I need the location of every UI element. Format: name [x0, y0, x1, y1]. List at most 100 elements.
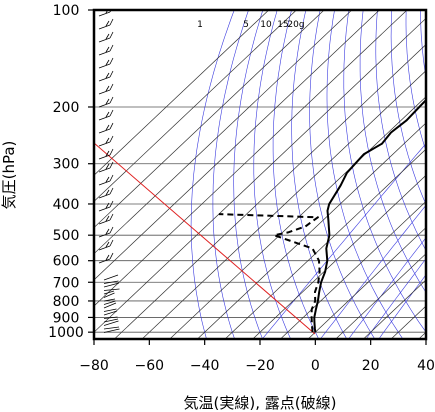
mixing-ratio-line [320, 204, 426, 339]
wind-barb [103, 282, 120, 288]
wind-barb [103, 280, 119, 284]
wind-barb [98, 213, 114, 225]
dry-adiabat [420, 10, 426, 80]
wind-barb [98, 109, 114, 121]
y-tick-label: 100 [53, 3, 80, 19]
x-tick-label: −60 [135, 358, 165, 374]
x-tick-label: 0 [311, 358, 320, 374]
isotherm [224, 148, 426, 339]
reference-red-line [94, 142, 316, 335]
x-tick-label: −80 [79, 358, 109, 374]
x-tick-label: 40 [417, 358, 435, 374]
mixing-ratio-label: 5 [243, 20, 249, 30]
dry-adiabat [390, 10, 426, 206]
isotherm [94, 10, 353, 255]
mixing-ratio-label: 20g [287, 20, 304, 30]
dry-adiabat [253, 10, 291, 339]
mixing-ratio-label: 1 [197, 20, 203, 30]
wind-barb [98, 31, 114, 43]
isotherm [280, 200, 426, 339]
wind-barb [103, 326, 120, 330]
isotherm [94, 10, 270, 176]
mixing-ratio-line [348, 237, 426, 339]
wind-barb [98, 148, 114, 160]
wind-barb [98, 44, 114, 56]
y-tick-label: 500 [53, 228, 80, 244]
reference-line [94, 142, 316, 335]
y-tick-label: 1000 [48, 325, 84, 341]
dry-adiabat [375, 10, 426, 252]
dry-adiabats [190, 10, 426, 339]
wind-barb [103, 288, 120, 291]
isotherm [94, 17, 426, 333]
wind-barb [103, 298, 116, 302]
y-tick-label: 600 [53, 254, 80, 270]
wind-barb [103, 328, 120, 333]
isotherm [94, 10, 297, 202]
wind-barb [103, 290, 115, 295]
dry-adiabat [309, 10, 376, 339]
isotherm [141, 70, 426, 339]
dewpoint-line [218, 213, 321, 333]
wind-barb [98, 239, 114, 251]
isotherm [169, 96, 426, 339]
isotherm [94, 10, 325, 229]
isotherm [335, 253, 426, 339]
dry-adiabat [343, 10, 426, 333]
wind-barb [103, 308, 117, 312]
mixing-ratio-label: 15 [277, 20, 288, 30]
y-axis-title: 気圧(hPa) [0, 141, 18, 210]
x-tick-label: −40 [190, 358, 220, 374]
y-tick-label: 800 [53, 294, 80, 310]
wind-barb [98, 161, 114, 173]
y-tick-label: 700 [53, 275, 80, 291]
isotherm [307, 227, 426, 339]
mixing-ratio-label: 10 [260, 20, 272, 30]
wind-barb [98, 57, 114, 69]
wind-barb [98, 187, 114, 199]
wind-barb [103, 300, 116, 305]
mixing-ratio-line [378, 274, 426, 339]
dry-adiabat [359, 10, 426, 294]
wind-barbs [98, 10, 120, 333]
wind-barb [103, 318, 119, 323]
mixing-ratio-line [365, 258, 426, 339]
x-axis-ticks: −80 −60 −40 −20 0 20 40 [79, 339, 435, 374]
wind-barb [98, 200, 114, 212]
isotherm [94, 10, 380, 281]
profile-series [218, 98, 426, 333]
isotherm [390, 305, 426, 339]
dry-adiabat [326, 10, 404, 339]
dry-adiabat [405, 10, 426, 153]
wind-barb [98, 70, 114, 82]
y-tick-label: 200 [53, 100, 80, 116]
y-tick-label: 400 [53, 197, 80, 213]
dry-adiabat [212, 10, 249, 339]
dry-adiabat [233, 10, 264, 339]
x-tick-label: 20 [362, 358, 380, 374]
y-tick-label: 300 [53, 157, 80, 173]
dry-adiabat [190, 10, 235, 339]
y-tick-label: 900 [53, 310, 80, 326]
isotherm [252, 174, 426, 339]
wind-barb [103, 316, 118, 319]
wind-barb [103, 310, 118, 316]
wind-barb [98, 252, 114, 264]
wind-barb [98, 135, 114, 147]
wind-barb [98, 96, 114, 108]
wind-barb [103, 320, 119, 326]
wind-barb [98, 226, 114, 238]
isotherm [363, 279, 426, 339]
pressure-gridlines [94, 9, 426, 333]
temperature-line [313, 98, 426, 333]
wind-barb [98, 174, 114, 186]
x-tick-label: −20 [245, 358, 275, 374]
isotherm [94, 10, 408, 307]
wind-barb [103, 292, 115, 298]
x-axis-title: 気温(実線), 露点(破線) [184, 394, 337, 412]
dry-adiabat [272, 10, 319, 339]
wind-barb [98, 18, 114, 30]
